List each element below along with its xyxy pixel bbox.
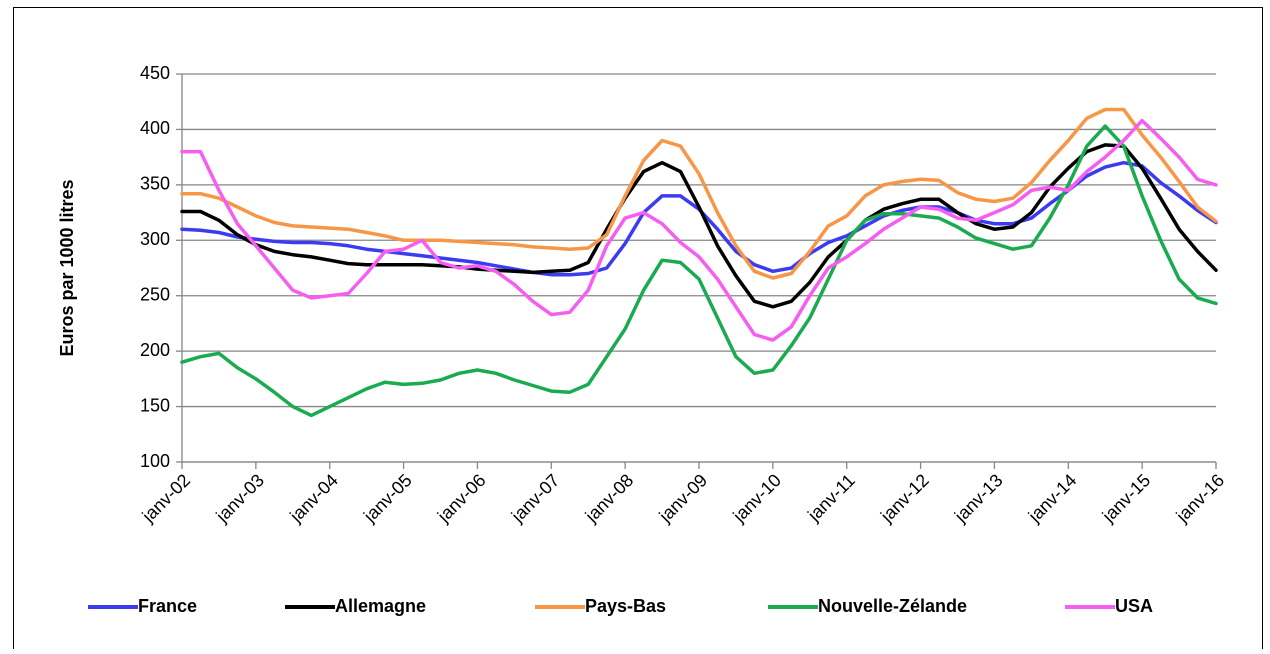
x-tick-label: janv-16: [1172, 470, 1229, 527]
x-tick-label: janv-07: [507, 470, 564, 527]
chart-border: [13, 7, 1263, 654]
y-tick-label: 100: [140, 451, 170, 471]
x-tick-label: janv-06: [433, 470, 490, 527]
series-line: [180, 107, 1218, 280]
x-tick-label: janv-11: [803, 470, 859, 526]
series-line: [180, 118, 1218, 342]
legend-label: USA: [1115, 596, 1153, 616]
y-axis-label: Euros par 1000 litres: [57, 179, 77, 356]
legend-label: Pays-Bas: [585, 596, 666, 616]
y-tick-label: 400: [140, 118, 170, 138]
x-tick-label: janv-09: [655, 470, 712, 527]
y-tick-label: 350: [140, 174, 170, 194]
x-tick-label: janv-05: [359, 470, 416, 527]
x-tick-label: janv-02: [138, 470, 195, 527]
x-tick-label: janv-10: [728, 470, 785, 527]
y-tick-label: 250: [140, 284, 170, 304]
x-tick-label: janv-15: [1098, 470, 1155, 527]
y-tick-label: 300: [140, 229, 170, 249]
series-line: [180, 143, 1218, 309]
series-line: [180, 124, 1218, 418]
y-tick-label: 450: [140, 63, 170, 83]
x-tick-label: janv-04: [285, 470, 342, 527]
x-tick-label: janv-08: [581, 470, 638, 527]
legend-label: Nouvelle-Zélande: [818, 596, 967, 616]
legend-label: France: [138, 596, 197, 616]
x-tick-label: janv-03: [211, 470, 268, 527]
x-tick-label: janv-13: [950, 470, 1007, 527]
x-tick-label: janv-14: [1024, 470, 1081, 527]
legend-label: Allemagne: [335, 596, 426, 616]
y-tick-label: 150: [140, 395, 170, 415]
y-tick-label: 200: [140, 340, 170, 360]
x-tick-label: janv-12: [876, 470, 933, 527]
